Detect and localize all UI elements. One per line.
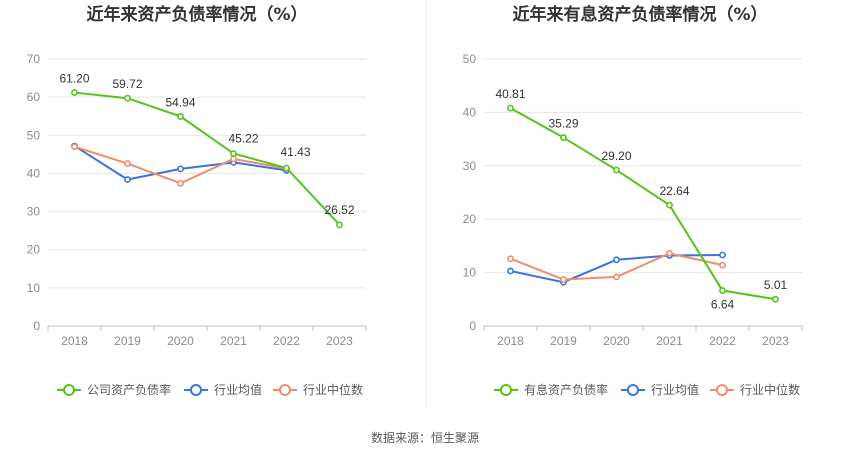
data-label: 54.94 [165, 95, 195, 109]
data-label: 6.64 [711, 298, 735, 312]
y-tick-label: 60 [27, 90, 41, 104]
data-point-main [772, 295, 779, 303]
legend-item-avg: 行业均值 [621, 382, 699, 397]
y-tick-label: 50 [463, 52, 477, 66]
data-point-avg [507, 267, 514, 275]
y-tick-label: 70 [27, 52, 41, 66]
data-point-main [283, 164, 290, 172]
data-label: 35.29 [548, 117, 578, 131]
data-label: 22.64 [659, 184, 689, 198]
y-tick-label: 30 [27, 205, 41, 219]
data-label: 26.52 [324, 203, 354, 217]
data-point-main [336, 221, 343, 229]
data-point-avg [613, 256, 620, 264]
data-label: 5.01 [764, 278, 788, 292]
legend-item-main: 有息资产负债率 [494, 382, 608, 397]
x-tick-label: 2019 [114, 334, 141, 348]
data-point-main [124, 94, 131, 102]
legend-item-main: 公司资产负债率 [57, 382, 171, 397]
legend-label: 行业中位数 [740, 382, 800, 397]
x-tick-label: 2018 [497, 334, 524, 348]
legend-marker-icon [500, 384, 512, 396]
data-point-main [177, 113, 184, 120]
data-label: 40.81 [495, 87, 525, 101]
data-point-median [719, 261, 726, 269]
data-point-median [666, 249, 673, 257]
x-tick-label: 2021 [656, 334, 683, 348]
data-point-main [666, 201, 673, 209]
legend-marker-icon [716, 384, 728, 396]
legend-marker-icon [190, 384, 202, 396]
data-point-median [507, 255, 514, 263]
x-tick-label: 2018 [61, 334, 88, 348]
legend-marker-icon [279, 384, 291, 396]
data-label: 59.72 [112, 77, 142, 91]
data-point-median [71, 143, 78, 151]
data-label: 29.20 [601, 149, 631, 163]
data-label: 41.43 [280, 145, 310, 159]
chart-panel-2: 近年来有息资产负债率情况（%） 0 10 20 30 40 50 2018 2019 2020 20… [463, 4, 803, 397]
y-tick-label: 50 [27, 128, 41, 142]
legend-label: 有息资产负债率 [524, 382, 608, 397]
x-tick-label: 2023 [762, 334, 789, 348]
data-point-median [560, 276, 567, 283]
legend-label: 行业均值 [651, 382, 699, 397]
data-point-main [71, 89, 78, 96]
data-point-median [177, 179, 184, 187]
data-point-avg [124, 176, 131, 183]
data-point-main [230, 150, 237, 157]
x-tick-label: 2023 [326, 334, 353, 348]
y-tick-label: 0 [33, 319, 40, 333]
legend-marker-icon [627, 384, 639, 396]
x-tick-label: 2022 [273, 334, 300, 348]
data-point-median [124, 160, 131, 167]
data-label: 61.20 [59, 72, 89, 86]
legend-item-avg: 行业均值 [184, 382, 262, 397]
x-tick-label: 2022 [709, 334, 736, 348]
legend-label: 行业中位数 [303, 382, 363, 397]
chart-title: 近年来有息资产负债率情况（%） [512, 4, 767, 25]
chart-title: 近年来资产负债率情况（%） [86, 4, 307, 25]
data-label: 45.22 [228, 132, 258, 146]
data-point-avg [177, 165, 184, 173]
legend-item-median: 行业中位数 [273, 382, 363, 397]
y-tick-label: 40 [463, 105, 477, 119]
data-point-main [613, 166, 620, 174]
data-point-median [613, 273, 620, 281]
data-point-main [507, 104, 514, 112]
y-tick-label: 0 [469, 319, 476, 333]
data-source: 数据来源：恒生聚源 [371, 430, 479, 445]
x-tick-label: 2020 [603, 334, 630, 348]
y-tick-label: 10 [27, 281, 41, 295]
data-point-main [560, 134, 567, 141]
series-line-main [74, 91, 341, 226]
chart-panel-1: 近年来资产负债率情况（%） 0 10 20 30 40 50 60 70 2018 2019 2020… [27, 4, 367, 397]
data-point-main [719, 287, 726, 294]
x-tick-label: 2021 [220, 334, 247, 348]
y-tick-label: 20 [463, 212, 477, 226]
legend-marker-icon [63, 384, 75, 396]
legend-item-median: 行业中位数 [710, 382, 800, 397]
y-tick-label: 20 [27, 243, 41, 257]
legend-label: 公司资产负债率 [87, 382, 171, 397]
y-tick-label: 30 [463, 159, 477, 173]
y-tick-label: 40 [27, 166, 41, 180]
data-point-median [230, 155, 237, 163]
y-tick-label: 10 [463, 266, 477, 280]
series-line-main [510, 107, 776, 301]
legend-label: 行业均值 [214, 382, 262, 397]
x-tick-label: 2019 [550, 334, 577, 348]
data-point-avg [719, 251, 726, 259]
x-tick-label: 2020 [167, 334, 194, 348]
